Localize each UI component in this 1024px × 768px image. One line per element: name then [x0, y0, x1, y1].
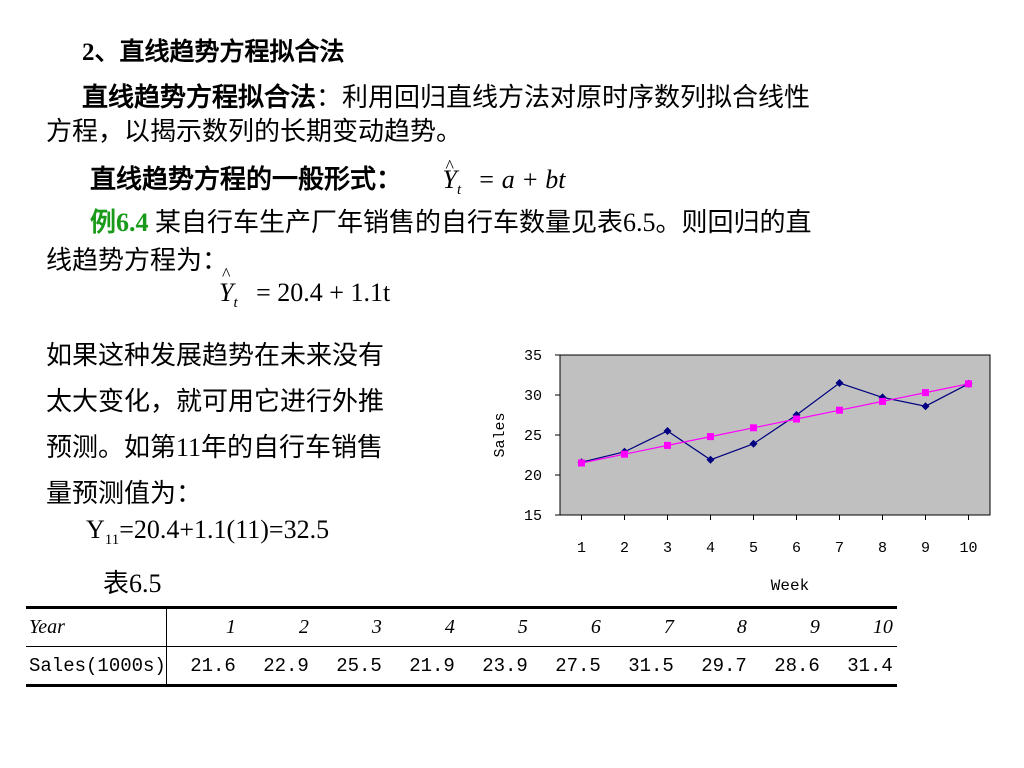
example-tag: 例6.4 [90, 208, 149, 237]
year-cell: 3 [312, 606, 386, 647]
y-tick-label: 20 [524, 468, 542, 485]
plot-area [559, 354, 991, 516]
year-cell: 8 [677, 606, 751, 647]
calc-Y: Y [86, 515, 105, 544]
regression-lhs: Y [219, 264, 233, 308]
example-line-2: 线趋势方程为： [46, 246, 229, 275]
sales-table: Year 1 2 3 4 5 6 7 8 9 10 Sales(1000s) 2… [26, 606, 897, 687]
x-tick-label: 8 [878, 540, 887, 557]
x-tick-label: 2 [620, 540, 629, 557]
sales-cell: 31.5 [604, 646, 678, 687]
data-point-square [793, 415, 800, 423]
example-line1-text: 某自行车生产厂年销售的自行车数量见表6.5。则回归的直 [155, 208, 812, 237]
intro-colon: ： [316, 83, 343, 112]
x-tick-label: 5 [749, 540, 758, 557]
sales-cell: 22.9 [239, 646, 313, 687]
intro-term: 直线趋势方程拟合法 [82, 83, 317, 112]
sales-line-chart: 15 20 25 30 35 1 2 3 4 5 6 7 8 9 10 Sales Week [492, 348, 991, 595]
intro-line-1: 直线趋势方程拟合法：利用回归直线方法对原时序数列拟合线性 [82, 78, 810, 118]
sales-cell: 29.7 [677, 646, 751, 687]
data-point-diamond [921, 402, 930, 411]
series-line [581, 383, 969, 464]
intro-line-2: 方程，以揭示数列的长期变动趋势。 [46, 117, 463, 146]
table-caption: 表6.5 [103, 569, 162, 598]
general-form-lhs-sub: t [456, 182, 462, 198]
sales-cell: 31.4 [823, 646, 897, 687]
general-form-lhs: Y [443, 146, 457, 200]
x-tick-label: 10 [959, 540, 977, 557]
year-cell: 7 [604, 606, 678, 647]
forecast-line-4: 量预测值为： [46, 479, 203, 508]
x-tick-label: 4 [706, 540, 715, 557]
data-point-square [664, 441, 671, 449]
year-cell: 5 [458, 606, 532, 647]
general-form-equation: Yt = a + bt [443, 146, 566, 198]
year-cell: 6 [531, 606, 605, 647]
data-point-diamond [749, 439, 758, 448]
sales-cell: 21.6 [166, 646, 240, 687]
forecast-line-1: 如果这种发展趋势在未来没有 [46, 341, 385, 370]
year-row: Year 1 2 3 4 5 6 7 8 9 10 [26, 606, 897, 647]
calc-rest: =20.4+1.1(11)=32.5 [119, 515, 330, 544]
data-point-diamond [663, 427, 672, 435]
forecast-text: 如果这种发展趋势在未来没有 太大变化，就可用它进行外推 预测。如第11年的自行车… [46, 333, 384, 517]
year-cell: 2 [239, 606, 313, 647]
forecast-line-2: 太大变化，就可用它进行外推 [46, 387, 385, 416]
x-axis-label: Week [771, 577, 809, 595]
series-line [581, 382, 969, 463]
regression-equation: Yt = 20.4 + 1.1t [219, 264, 391, 312]
year-cell: 1 [166, 606, 240, 647]
year-cell: 4 [385, 606, 459, 647]
forecast-calculation: Y11=20.4+1.1(11)=32.5 [86, 515, 329, 549]
x-tick-label: 1 [577, 540, 586, 557]
data-point-square [750, 424, 757, 432]
forecast-line-3: 预测。如第11年的自行车销售 [46, 433, 384, 462]
regression-rhs: = 20.4 + 1.1t [256, 278, 391, 307]
sales-cell: 23.9 [458, 646, 532, 687]
x-tick-label: 9 [921, 540, 930, 557]
data-point-square [836, 406, 843, 414]
section-heading: 2、直线趋势方程拟合法 [82, 39, 345, 66]
data-point-square [879, 397, 886, 405]
example-line-1: 例6.4 某自行车生产厂年销售的自行车数量见表6.5。则回归的直 [90, 203, 812, 243]
year-cell: 9 [750, 606, 824, 647]
data-point-diamond [706, 455, 715, 464]
data-point-square [965, 380, 972, 388]
sales-cell: 25.5 [312, 646, 386, 687]
y-axis-label: Sales [492, 412, 509, 457]
x-tick-label: 6 [792, 540, 801, 557]
sales-cell: 27.5 [531, 646, 605, 687]
general-form-rhs: = a + bt [477, 165, 566, 194]
x-tick-label: 7 [835, 540, 844, 557]
y-tick-label: 25 [524, 428, 542, 445]
intro-line1-rest: 利用回归直线方法对原时序数列拟合线性 [342, 83, 811, 112]
sales-cell: 28.6 [750, 646, 824, 687]
general-form-line: 直线趋势方程的一般形式： Yt = a + bt [90, 146, 566, 210]
general-form-label: 直线趋势方程的一般形式： [90, 165, 403, 194]
y-tick-label: 30 [524, 388, 542, 405]
x-tick-label: 3 [663, 540, 672, 557]
y-tick-label: 15 [524, 508, 542, 525]
year-header: Year [26, 606, 167, 647]
calc-sub: 11 [104, 532, 120, 548]
sales-cell: 21.9 [385, 646, 459, 687]
data-point-square [621, 450, 628, 458]
year-cell: 10 [823, 606, 897, 647]
data-point-square [922, 389, 929, 397]
sales-header: Sales(1000s) [26, 646, 167, 687]
data-point-square [578, 459, 585, 467]
sales-row: Sales(1000s) 21.6 22.9 25.5 21.9 23.9 27… [26, 646, 897, 687]
regression-lhs-sub: t [233, 295, 238, 311]
data-point-square [707, 433, 714, 441]
y-tick-label: 35 [524, 348, 542, 365]
data-point-diamond [835, 379, 844, 387]
